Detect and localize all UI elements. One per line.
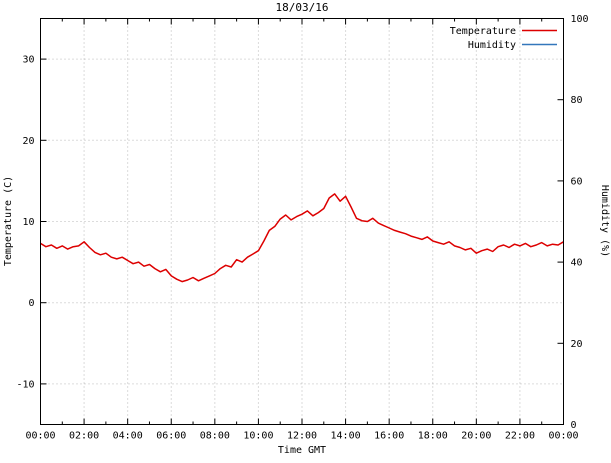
x-tick-label: 20:00 xyxy=(461,431,491,442)
x-tick-label: 16:00 xyxy=(374,431,404,442)
legend-label-humidity: Humidity xyxy=(468,40,516,51)
y-tick-label-left: 0 xyxy=(28,298,34,309)
y-tick-label-left: 30 xyxy=(22,55,34,66)
tick-labels: -10 0 10 20 30 0 20 40 60 80 100 00:00 02:00 04:00 06:… xyxy=(16,14,588,442)
x-tick-label: 12:00 xyxy=(287,431,317,442)
y-tick-label-right: 60 xyxy=(571,176,583,187)
legend-label-temperature: Temperature xyxy=(450,26,516,37)
y-tick-label-right: 0 xyxy=(571,420,577,431)
x-tick-label: 00:00 xyxy=(25,431,55,442)
y-tick-label-right: 40 xyxy=(571,258,583,269)
x-tick-label: 08:00 xyxy=(200,431,230,442)
x-axis-label: Time GMT xyxy=(278,445,326,456)
grid-lines xyxy=(40,18,564,425)
y-tick-label-right: 80 xyxy=(571,95,583,106)
data-series xyxy=(40,193,564,283)
y-tick-label-right: 100 xyxy=(571,14,589,25)
chart-title: 18/03/16 xyxy=(276,1,329,14)
x-tick-label: 00:00 xyxy=(548,431,578,442)
y-tick-label-right: 20 xyxy=(571,339,583,350)
legend: Temperature Humidity xyxy=(450,26,557,51)
y-axis-label-left: Temperature (C) xyxy=(3,176,14,266)
x-tick-label: 18:00 xyxy=(418,431,448,442)
x-tick-label: 06:00 xyxy=(156,431,186,442)
y-axis-label-right: Humidity (%) xyxy=(599,185,610,257)
plot-border xyxy=(40,18,564,425)
x-tick-label: 02:00 xyxy=(69,431,99,442)
x-tick-label: 22:00 xyxy=(505,431,535,442)
x-tick-label: 04:00 xyxy=(113,431,143,442)
y-tick-label-left: 20 xyxy=(22,136,34,147)
temperature-line xyxy=(40,193,564,283)
y-tick-label-left: -10 xyxy=(16,379,34,390)
x-tick-label: 10:00 xyxy=(243,431,273,442)
x-tick-label: 14:00 xyxy=(331,431,361,442)
y-tick-label-left: 10 xyxy=(22,217,34,228)
